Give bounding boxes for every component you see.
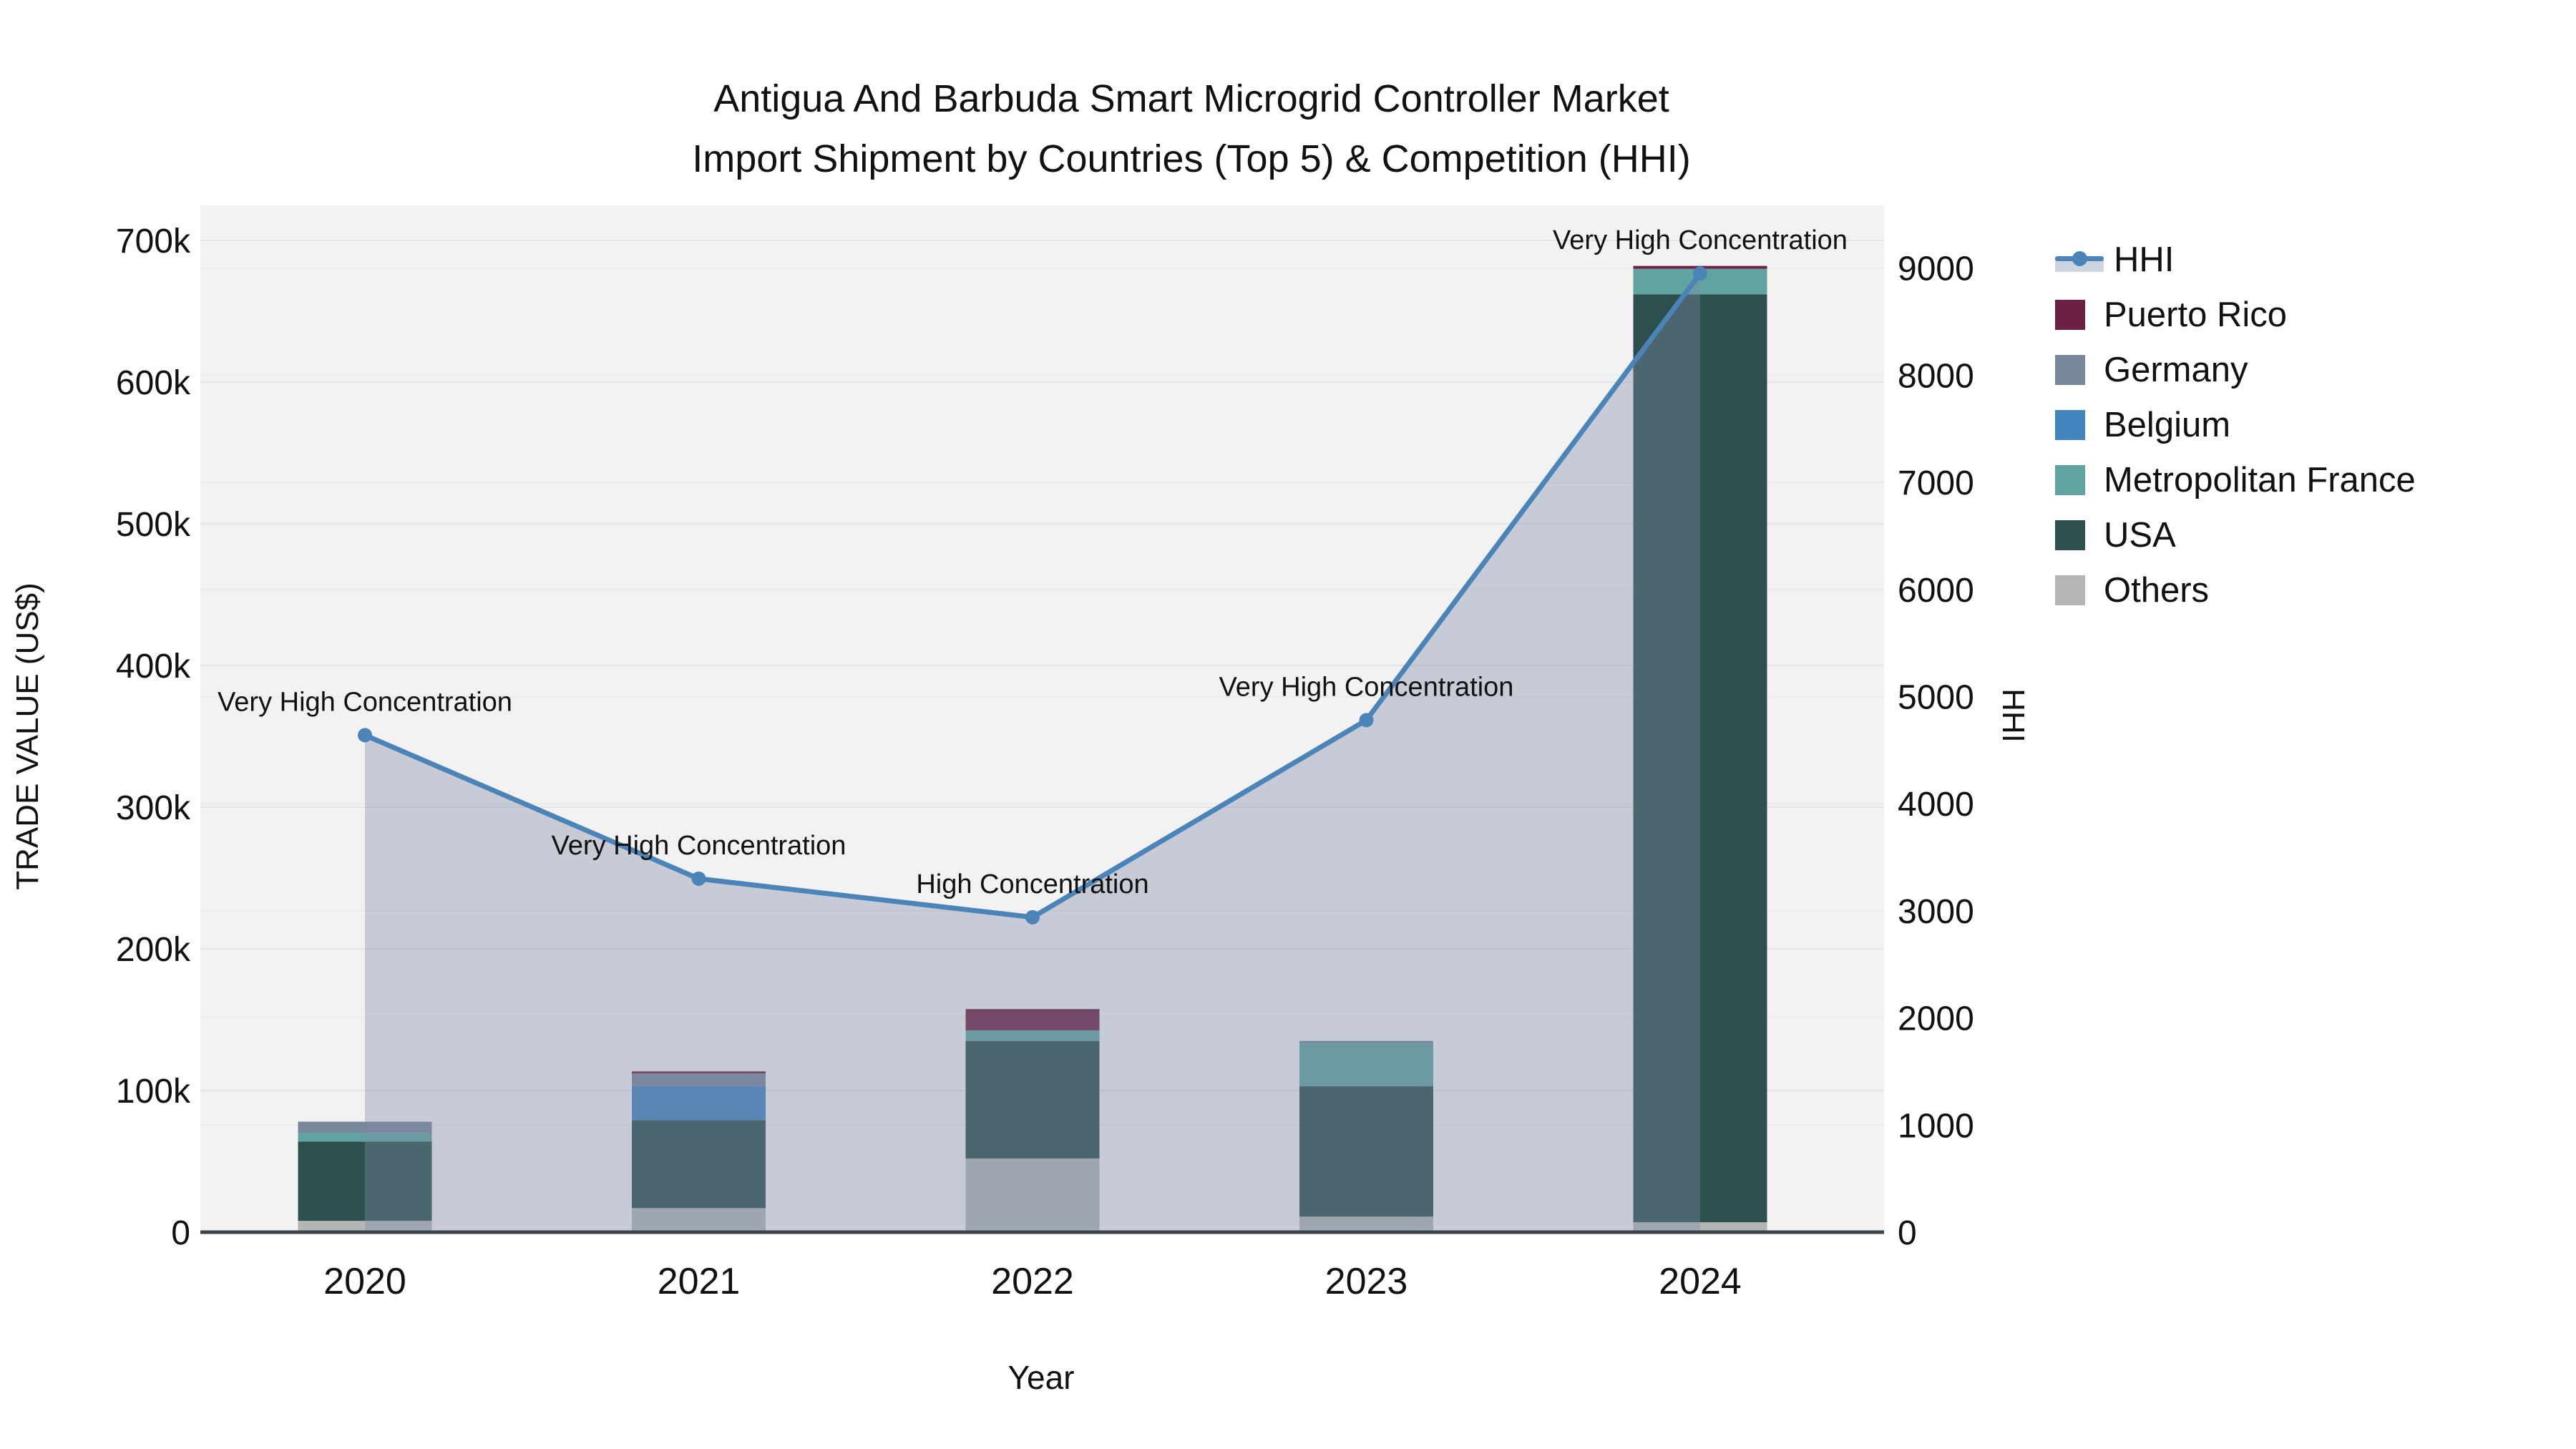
bar-segment-germany-2023[interactable] bbox=[1299, 1040, 1433, 1044]
y-left-tick-700k: 700k bbox=[116, 223, 191, 260]
legend-label-belgium: Belgium bbox=[2104, 405, 2231, 444]
legend-hhi-line-icon bbox=[2055, 245, 2104, 275]
hhi-marker-2022[interactable] bbox=[1025, 909, 1040, 924]
legend-label-germany: Germany bbox=[2104, 350, 2248, 389]
bar-segment-metropolitan-france-2023[interactable] bbox=[1299, 1043, 1433, 1087]
y-right-tick-4000: 4000 bbox=[1898, 786, 1974, 824]
chart-title: Antigua And Barbuda Smart Microgrid Cont… bbox=[692, 69, 1691, 189]
legend-label-puerto-rico: Puerto Rico bbox=[2104, 295, 2288, 334]
legend: HHI Puerto Rico Germany Belgium Metropolitan… bbox=[2055, 232, 2416, 618]
hhi-marker-2020[interactable] bbox=[358, 728, 372, 743]
hhi-area-fill bbox=[365, 273, 1700, 1232]
bar-segment-puerto-rico-2022[interactable] bbox=[965, 1009, 1100, 1030]
legend-hhi-marker-dot bbox=[2072, 250, 2087, 266]
legend-swatch-metropolitan-france bbox=[2055, 464, 2085, 495]
x-tick-2023: 2023 bbox=[1325, 1261, 1408, 1302]
y-right-tick-1000: 1000 bbox=[1898, 1107, 1974, 1145]
hhi-marker-2023[interactable] bbox=[1359, 713, 1374, 728]
legend-hhi-area-swatch bbox=[2055, 260, 2104, 272]
y-left-tick-400k: 400k bbox=[116, 648, 191, 686]
legend-item-belgium[interactable]: Belgium bbox=[2055, 397, 2416, 452]
bar-segment-germany-2020[interactable] bbox=[298, 1121, 432, 1133]
bar-segment-others-2021[interactable] bbox=[632, 1208, 766, 1232]
x-tick-2024: 2024 bbox=[1659, 1261, 1742, 1302]
y-axis-right-title: HHI bbox=[1996, 688, 2031, 743]
bar-segment-usa-2023[interactable] bbox=[1299, 1086, 1433, 1217]
legend-item-puerto-rico[interactable]: Puerto Rico bbox=[2055, 287, 2416, 342]
hhi-marker-2024[interactable] bbox=[1693, 266, 1707, 281]
y-right-tick-6000: 6000 bbox=[1898, 572, 1974, 610]
legend-item-usa[interactable]: USA bbox=[2055, 507, 2416, 562]
hhi-marker-2021[interactable] bbox=[691, 871, 706, 886]
bar-segment-metropolitan-france-2022[interactable] bbox=[965, 1030, 1100, 1041]
bar-segment-belgium-2021[interactable] bbox=[632, 1086, 766, 1121]
legend-label-hhi: HHI bbox=[2114, 240, 2175, 279]
bar-segment-others-2024[interactable] bbox=[1633, 1222, 1767, 1232]
legend-swatch-puerto-rico bbox=[2055, 299, 2085, 330]
legend-item-hhi[interactable]: HHI bbox=[2055, 232, 2416, 287]
y-right-tick-5000: 5000 bbox=[1898, 679, 1974, 717]
y-left-tick-200k: 200k bbox=[116, 931, 191, 969]
annotation-2023: Very High Concentration bbox=[1219, 672, 1514, 702]
y-right-tick-3000: 3000 bbox=[1898, 893, 1974, 931]
legend-item-metropolitan-france[interactable]: Metropolitan France bbox=[2055, 452, 2416, 507]
x-axis-title: Year bbox=[1008, 1359, 1075, 1396]
y-right-tick-0: 0 bbox=[1898, 1214, 1917, 1252]
x-tick-2020: 2020 bbox=[323, 1261, 406, 1302]
chart-title-line1: Antigua And Barbuda Smart Microgrid Cont… bbox=[713, 77, 1669, 120]
legend-swatch-germany bbox=[2055, 354, 2085, 385]
bar-segment-others-2020[interactable] bbox=[298, 1221, 432, 1232]
bar-segment-others-2022[interactable] bbox=[965, 1158, 1100, 1232]
y-left-tick-0: 0 bbox=[171, 1214, 190, 1252]
legend-swatch-others bbox=[2055, 575, 2085, 605]
legend-label-usa: USA bbox=[2104, 515, 2176, 555]
legend-item-others[interactable]: Others bbox=[2055, 562, 2416, 618]
y-right-tick-9000: 9000 bbox=[1898, 250, 1974, 288]
y-right-tick-8000: 8000 bbox=[1898, 357, 1974, 395]
y-left-tick-300k: 300k bbox=[116, 789, 191, 827]
bar-segment-usa-2024[interactable] bbox=[1633, 294, 1767, 1223]
annotation-2022: High Concentration bbox=[916, 869, 1148, 899]
legend-label-others: Others bbox=[2104, 570, 2210, 610]
annotation-2024: Very High Concentration bbox=[1553, 225, 1848, 255]
bar-segment-puerto-rico-2021[interactable] bbox=[632, 1071, 766, 1074]
annotation-2020: Very High Concentration bbox=[218, 687, 512, 717]
x-tick-2022: 2022 bbox=[991, 1261, 1074, 1302]
legend-label-metropolitan-france: Metropolitan France bbox=[2104, 460, 2416, 499]
legend-item-germany[interactable]: Germany bbox=[2055, 342, 2416, 397]
y-left-tick-500k: 500k bbox=[116, 506, 191, 544]
bar-segment-metropolitan-france-2020[interactable] bbox=[298, 1133, 432, 1142]
y-right-tick-2000: 2000 bbox=[1898, 1000, 1974, 1038]
bar-segment-usa-2020[interactable] bbox=[298, 1141, 432, 1221]
bar-segment-usa-2022[interactable] bbox=[965, 1040, 1100, 1159]
legend-swatch-belgium bbox=[2055, 409, 2085, 440]
bar-segment-germany-2021[interactable] bbox=[632, 1073, 766, 1087]
chart-title-line2: Import Shipment by Countries (Top 5) & C… bbox=[692, 137, 1691, 181]
bar-segment-usa-2021[interactable] bbox=[632, 1120, 766, 1209]
annotation-2021: Very High Concentration bbox=[552, 831, 847, 861]
legend-swatch-usa bbox=[2055, 519, 2085, 550]
x-tick-2021: 2021 bbox=[658, 1261, 741, 1302]
bar-segment-others-2023[interactable] bbox=[1299, 1216, 1433, 1232]
y-right-tick-7000: 7000 bbox=[1898, 464, 1974, 502]
y-left-tick-600k: 600k bbox=[116, 364, 191, 402]
y-left-tick-100k: 100k bbox=[116, 1073, 191, 1111]
